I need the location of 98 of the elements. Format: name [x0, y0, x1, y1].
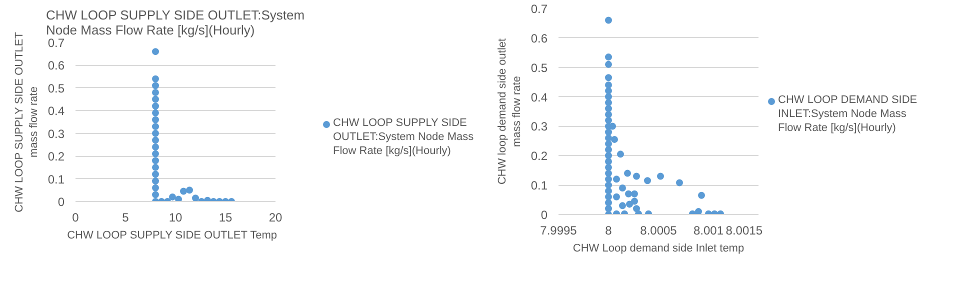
point — [152, 123, 159, 130]
point — [152, 109, 159, 116]
point — [152, 178, 159, 185]
y-axis-title: CHW LOOP SUPPLY SIDE OUTLET mass flow rate — [13, 32, 40, 212]
point — [169, 193, 176, 200]
point — [605, 170, 612, 177]
point — [605, 60, 612, 68]
point — [605, 158, 612, 166]
point — [152, 150, 159, 158]
point — [152, 75, 159, 82]
point — [152, 191, 159, 198]
point — [626, 200, 633, 208]
point — [633, 205, 640, 212]
point — [192, 194, 199, 202]
point — [625, 190, 632, 198]
x-tick-label: 0 — [72, 210, 80, 224]
point — [605, 99, 612, 106]
point — [605, 182, 612, 189]
x-tick-label: 8.0015 — [726, 224, 763, 238]
point — [698, 192, 705, 199]
point — [631, 198, 638, 205]
y-tick-label: 0.1 — [48, 172, 65, 186]
point — [152, 88, 159, 96]
point — [152, 116, 159, 124]
point — [152, 82, 159, 90]
y-tick-label: 0.5 — [530, 60, 548, 75]
point — [605, 176, 612, 183]
point — [633, 172, 640, 180]
x-axis-title: CHW Loop demand side Inlet temp — [572, 242, 744, 254]
point — [619, 202, 626, 210]
point — [695, 208, 702, 214]
y-tick-label: 0.6 — [48, 58, 65, 73]
x-tick-label: 15 — [218, 210, 232, 224]
y-tick-label: 0.1 — [530, 178, 548, 193]
point — [676, 179, 683, 186]
point — [619, 184, 626, 192]
point — [605, 152, 612, 160]
chart-title: CHW LOOP SUPPLY SIDE OUTLET:System Node Mass Flow Rate [kg/s](Hourly) — [46, 8, 305, 38]
point — [644, 177, 651, 184]
point — [605, 199, 612, 206]
point — [605, 193, 612, 200]
legend-label: CHW LOOP SUPPLY SIDE OUTLET:System Node Mass Flow Rate [kg/s](Hourly) — [333, 116, 475, 158]
point — [605, 205, 612, 212]
point — [605, 164, 612, 171]
y-tick-label: 0.2 — [48, 150, 65, 164]
point — [605, 105, 612, 112]
point — [605, 74, 612, 82]
x-tick-label: 8.0005 — [640, 224, 678, 238]
point — [605, 93, 612, 100]
y-tick-label: 0.7 — [530, 2, 548, 16]
point — [152, 136, 159, 144]
point — [605, 82, 612, 89]
x-axis-title: CHW LOOP SUPPLY SIDE OUTLET Temp — [67, 230, 277, 242]
point — [175, 196, 182, 202]
y-tick-label: 0.5 — [48, 81, 65, 96]
point — [152, 157, 159, 164]
point — [613, 193, 620, 200]
point — [152, 170, 159, 178]
point — [611, 136, 618, 143]
point — [605, 146, 612, 154]
point — [605, 16, 612, 24]
x-tick-label: 10 — [168, 210, 182, 224]
point — [605, 140, 612, 148]
point — [605, 110, 612, 118]
y-tick-label: 0.3 — [530, 120, 548, 134]
point — [152, 96, 159, 103]
y-tick-label: 0.2 — [530, 149, 548, 164]
point — [631, 190, 638, 198]
y-tick-label: 0.6 — [530, 31, 548, 46]
x-tick-label: 8 — [605, 224, 612, 238]
point — [624, 170, 631, 177]
y-tick-label: 0.7 — [48, 36, 65, 50]
y-tick-label: 0.4 — [48, 104, 65, 118]
x-tick-label: 20 — [268, 210, 282, 224]
legend-label: CHW LOOP DEMAND SIDE INLET:System Node Mass Flow Rate [kg/s](Hourly) — [778, 93, 918, 135]
point — [605, 87, 612, 94]
point — [152, 143, 159, 150]
point — [605, 128, 612, 136]
x-tick-label: 5 — [122, 210, 130, 224]
point — [152, 130, 159, 137]
point — [605, 116, 612, 124]
point — [617, 150, 624, 158]
x-tick-label: 7.9995 — [540, 224, 578, 238]
point — [657, 172, 664, 180]
point — [605, 187, 612, 194]
point — [152, 102, 159, 110]
x-tick-label: 8.001 — [693, 224, 724, 238]
point — [152, 48, 159, 56]
point — [152, 164, 159, 171]
point — [180, 188, 187, 195]
y-tick-label: 0.4 — [530, 90, 548, 104]
point — [613, 176, 620, 183]
point — [186, 186, 193, 194]
point — [605, 54, 612, 61]
y-axis-title: CHW loop demand side outlet mass flow rate — [496, 38, 523, 185]
y-tick-label: 0.3 — [48, 126, 65, 141]
y-tick-label: 0 — [58, 195, 65, 209]
point — [152, 184, 159, 192]
